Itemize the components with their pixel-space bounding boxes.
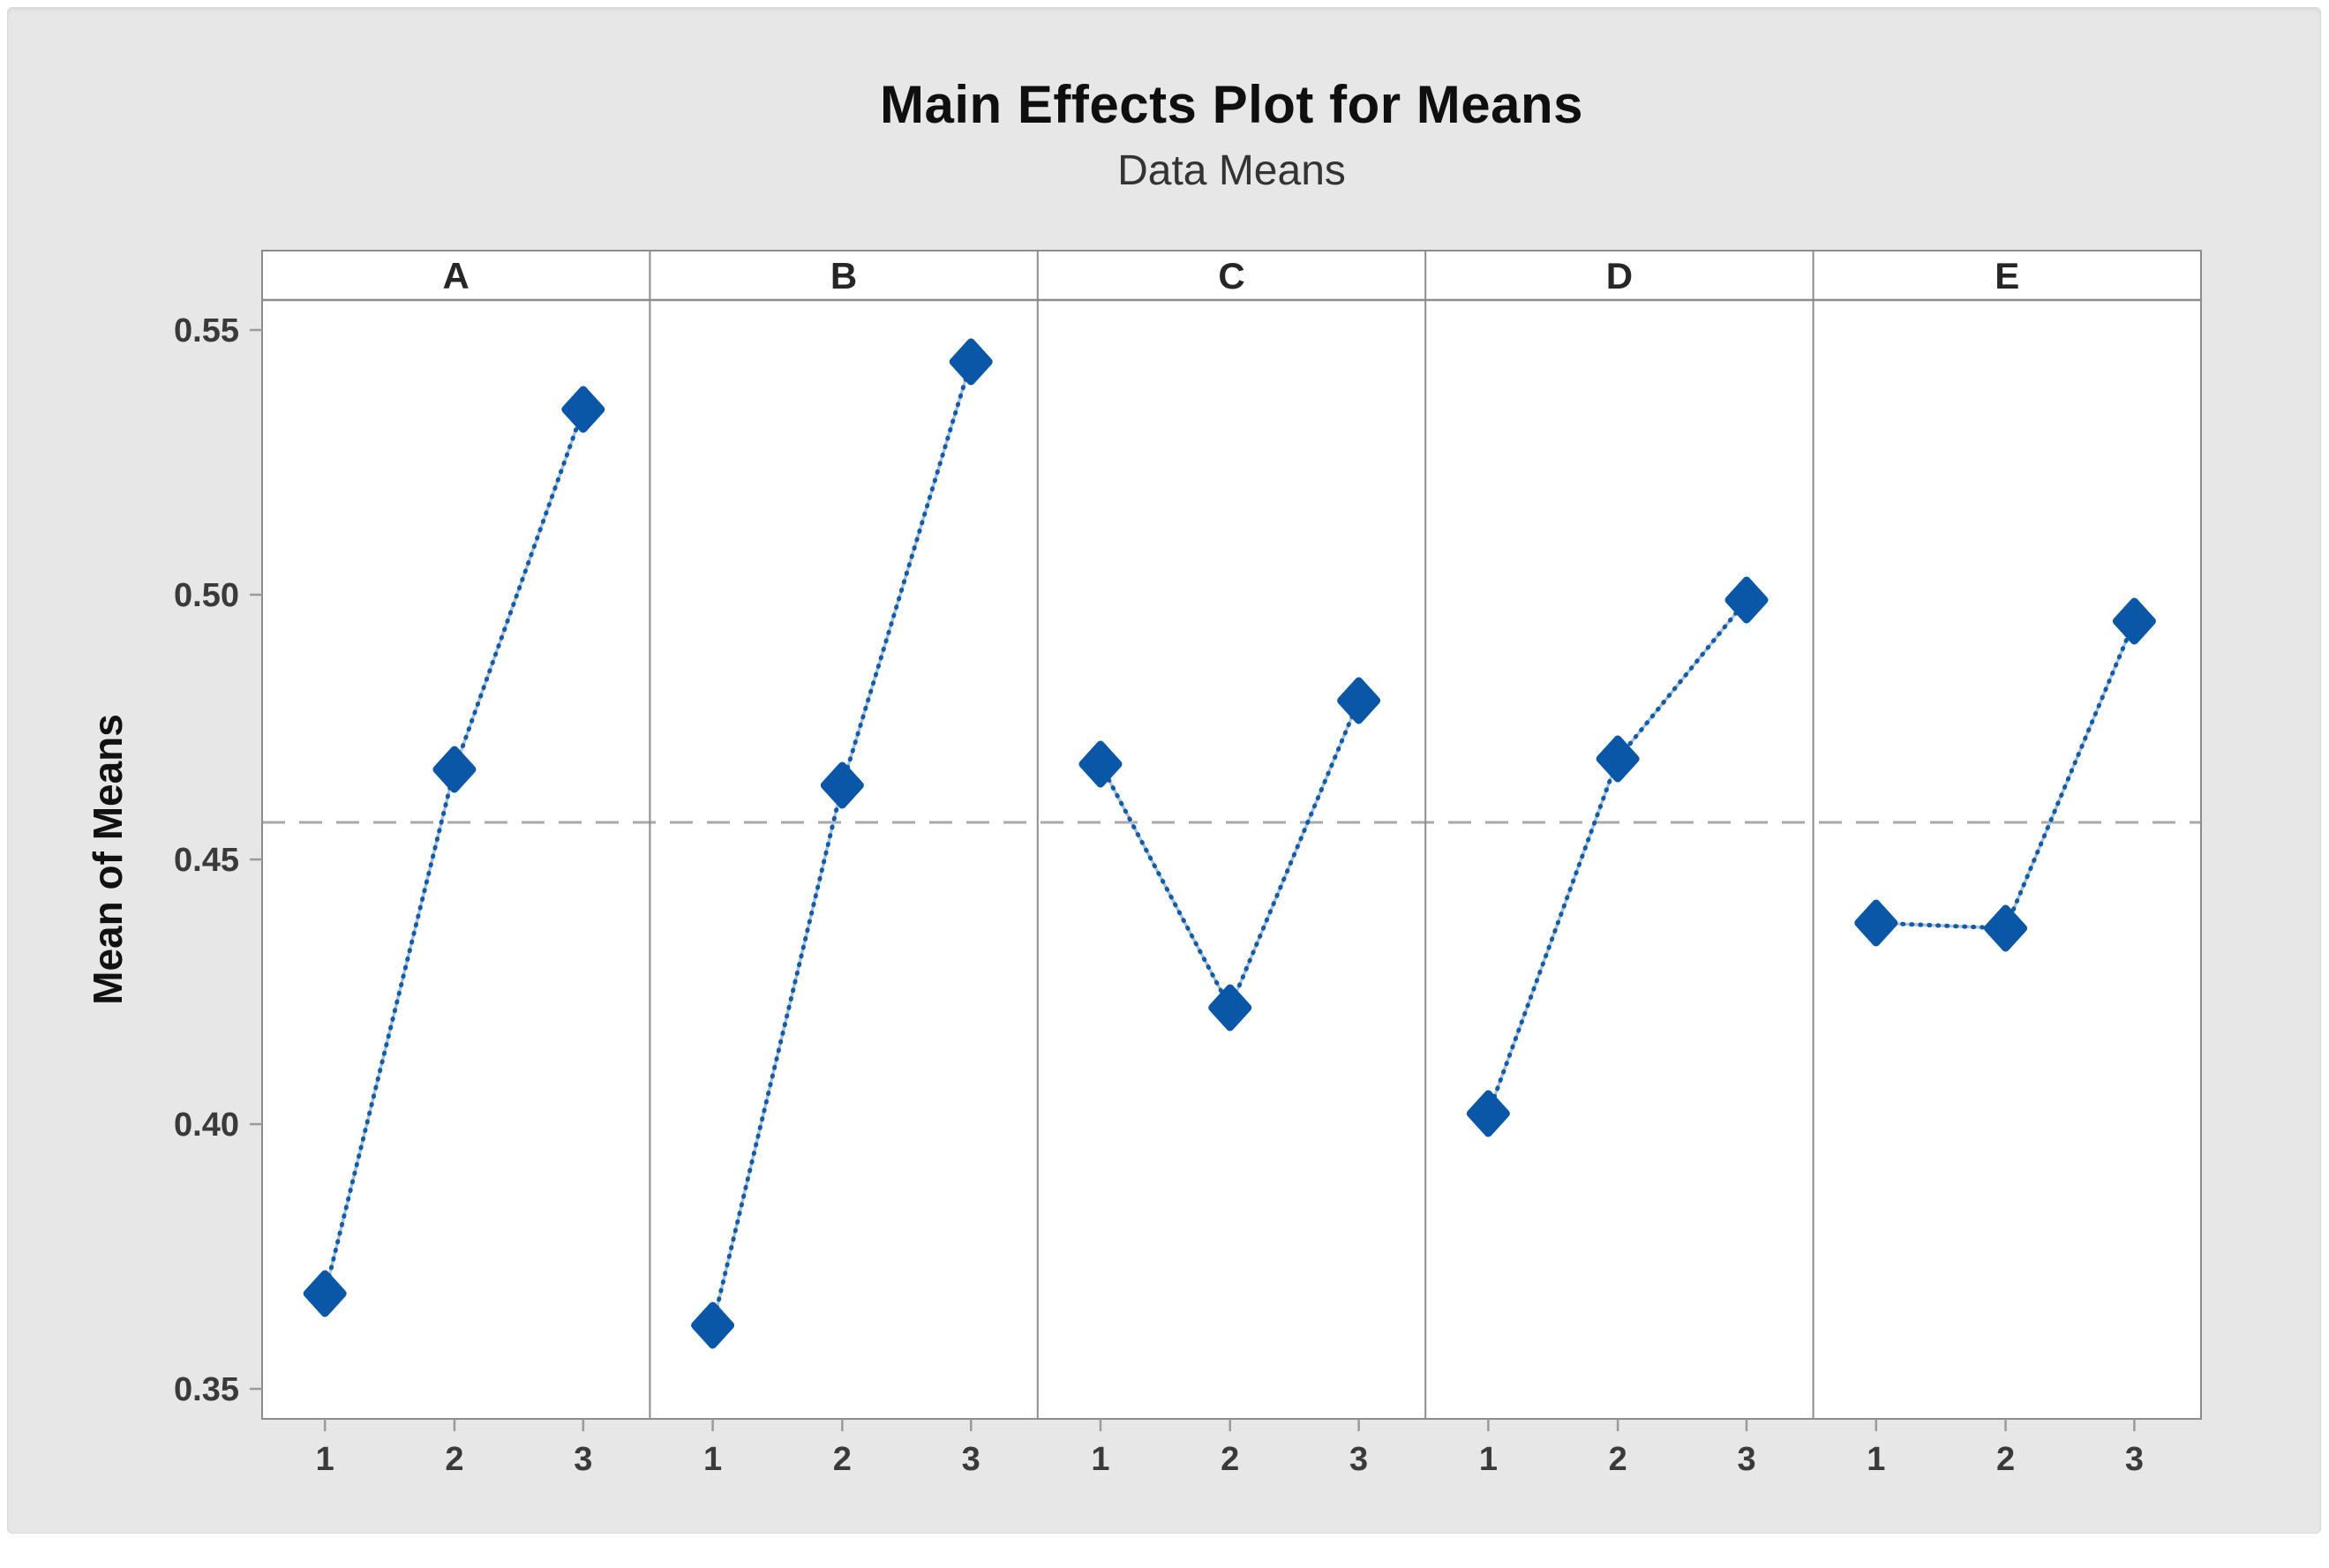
data-point-B-3 [949, 338, 993, 386]
data-point-D-2 [1596, 735, 1640, 783]
data-point-A-2 [432, 746, 477, 793]
chart-subtitle: Data Means [1117, 147, 1346, 194]
x-tick-label: 2 [833, 1441, 852, 1478]
panel-header-d: D [1606, 255, 1633, 296]
x-tick-label: 2 [445, 1441, 463, 1478]
panel-header-a: A [443, 255, 470, 296]
chart-title: Main Effects Plot for Means [880, 75, 1583, 134]
panel-header-e: E [1995, 255, 2019, 296]
data-point-E-1 [1854, 899, 1898, 947]
data-point-D-3 [1724, 576, 1769, 624]
series-line-E [1874, 619, 2137, 931]
y-tick-label: 0.55 [174, 312, 239, 349]
y-tick-label: 0.35 [174, 1371, 239, 1408]
x-tick-label: 1 [703, 1441, 722, 1478]
x-tick-label: 3 [962, 1441, 980, 1478]
x-tick-label: 1 [316, 1441, 334, 1478]
data-point-E-2 [1984, 904, 2028, 952]
data-point-B-2 [820, 761, 864, 809]
x-tick-label: 1 [1091, 1441, 1109, 1478]
data-point-C-1 [1078, 740, 1123, 788]
x-tick-label: 3 [1737, 1441, 1755, 1478]
x-tick-label: 3 [574, 1441, 592, 1478]
plot-background [262, 251, 2201, 1419]
y-tick-label: 0.40 [174, 1107, 239, 1144]
y-tick-label: 0.50 [174, 577, 239, 614]
x-tick-label: 2 [1996, 1441, 2015, 1478]
x-tick-label: 3 [2125, 1441, 2144, 1478]
x-tick-label: 1 [1867, 1441, 1885, 1478]
data-point-D-1 [1466, 1090, 1510, 1137]
panel-header-c: C [1218, 255, 1244, 296]
data-point-A-3 [561, 386, 605, 433]
x-tick-label: 3 [1349, 1441, 1368, 1478]
data-point-A-1 [303, 1270, 347, 1317]
panel-header-b: B [830, 255, 857, 296]
x-tick-label: 2 [1609, 1441, 1627, 1478]
data-point-B-1 [691, 1302, 735, 1349]
y-tick-label: 0.45 [174, 842, 239, 879]
data-point-C-3 [1337, 677, 1381, 724]
x-tick-label: 2 [1221, 1441, 1239, 1478]
data-point-C-2 [1208, 984, 1252, 1032]
data-point-E-3 [2112, 597, 2156, 645]
plot-frame [261, 250, 2202, 1420]
x-tick-label: 1 [1479, 1441, 1498, 1478]
